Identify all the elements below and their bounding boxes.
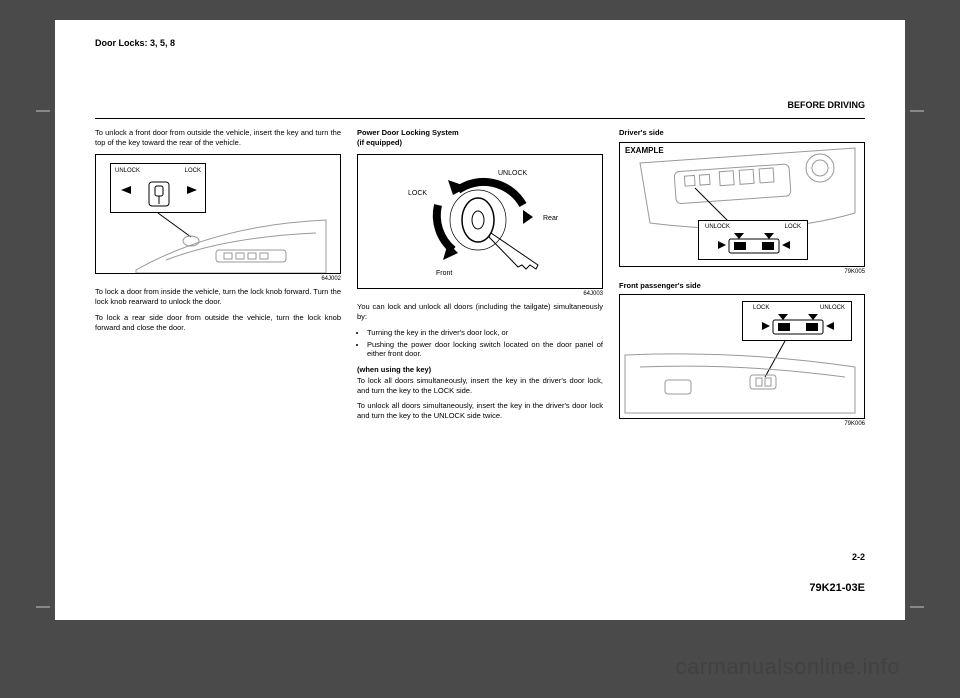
figure-driver-side: EXAMPLE UNLOCK LOCK xyxy=(619,142,865,267)
figure-id: 79K005 xyxy=(619,269,865,277)
manual-page: Door Locks: 3, 5, 8 BEFORE DRIVING To un… xyxy=(55,20,905,620)
door-panel-illustration xyxy=(96,155,340,273)
paragraph: You can lock and unlock all doors (inclu… xyxy=(357,302,603,322)
paragraph: To lock all doors simultaneously, insert… xyxy=(357,376,603,396)
subheading: Power Door Locking System xyxy=(357,128,603,138)
subheading: (when using the key) xyxy=(357,365,603,375)
header-topic: Door Locks: 3, 5, 8 xyxy=(95,38,175,48)
paragraph: To unlock all doors simultaneously, inse… xyxy=(357,401,603,421)
column-2: Power Door Locking System (if equipped) … xyxy=(357,128,603,560)
label-unlock: UNLOCK xyxy=(498,170,528,177)
figure-id: 79K006 xyxy=(619,421,865,429)
document-code: 79K21-03E xyxy=(809,582,865,594)
crop-mark xyxy=(36,606,50,608)
bullet-list: Turning the key in the driver's door loc… xyxy=(357,328,603,359)
subheading: (if equipped) xyxy=(357,138,603,148)
paragraph: To lock a rear side door from outside th… xyxy=(95,313,341,333)
subheading: Front passenger's side xyxy=(619,281,865,291)
list-item: Pushing the power door locking switch lo… xyxy=(367,340,603,360)
paragraph: To lock a door from inside the vehicle, … xyxy=(95,287,341,307)
label-front: Front xyxy=(436,270,452,277)
callout-box: LOCK UNLOCK xyxy=(742,301,852,341)
example-label: EXAMPLE xyxy=(625,146,664,156)
figure-passenger-side: LOCK UNLOCK xyxy=(619,294,865,419)
callout-box: UNLOCK LOCK xyxy=(698,220,808,260)
figure-door-lock-knob: UNLOCK LOCK xyxy=(95,154,341,274)
crop-mark xyxy=(36,110,50,112)
switch-icon xyxy=(704,231,804,257)
figure-key-turn: UNLOCK LOCK Rear Front xyxy=(357,154,603,289)
crop-mark xyxy=(910,606,924,608)
watermark: carmanualsonline.info xyxy=(675,654,900,680)
header-rule xyxy=(95,118,865,119)
content-columns: To unlock a front door from outside the … xyxy=(95,128,865,560)
label-lock: LOCK xyxy=(408,190,427,197)
figure-id: 64J002 xyxy=(95,276,341,284)
column-1: To unlock a front door from outside the … xyxy=(95,128,341,560)
switch-icon xyxy=(748,312,848,338)
figure-id: 64J003 xyxy=(357,291,603,299)
page-number: 2-2 xyxy=(852,552,865,562)
list-item: Turning the key in the driver's door loc… xyxy=(367,328,603,338)
paragraph: To unlock a front door from outside the … xyxy=(95,128,341,148)
label-rear: Rear xyxy=(543,215,559,222)
header-section: BEFORE DRIVING xyxy=(787,100,865,110)
subheading: Driver's side xyxy=(619,128,865,138)
key-rotation-illustration: UNLOCK LOCK Rear Front xyxy=(358,155,602,288)
crop-mark xyxy=(910,110,924,112)
column-3: Driver's side EXAMPLE UNLO xyxy=(619,128,865,560)
